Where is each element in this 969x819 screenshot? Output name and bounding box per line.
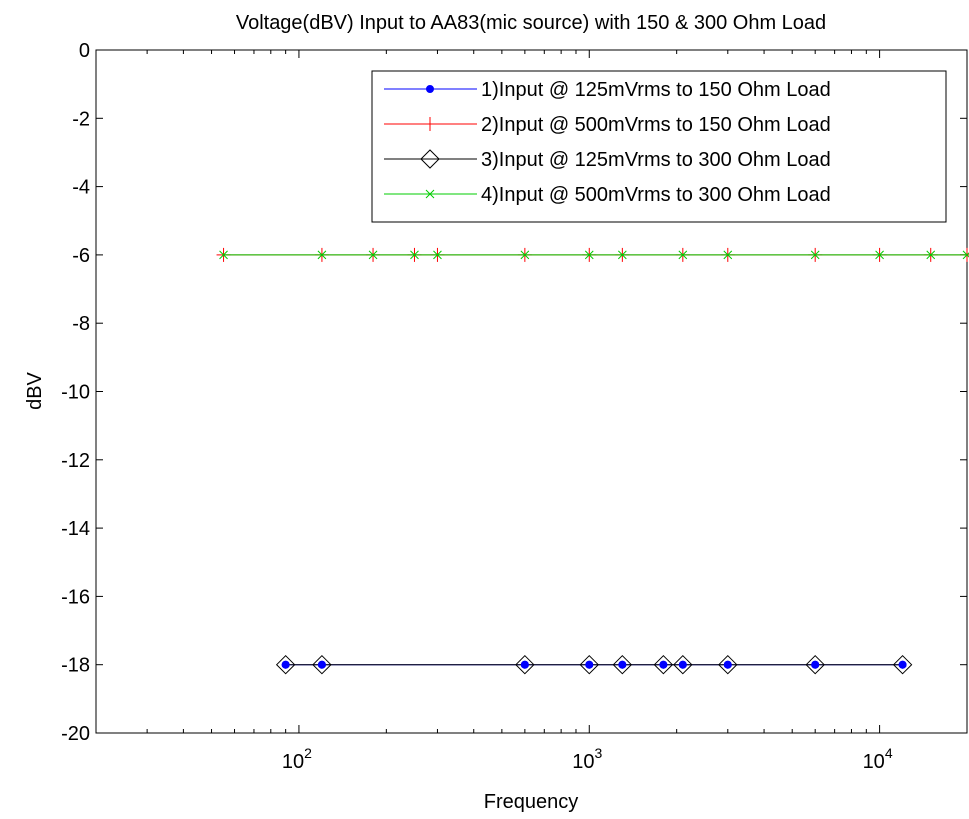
y-tick-label: -10 — [61, 382, 90, 404]
marker-stroke — [219, 250, 228, 260]
marker-stroke — [317, 250, 327, 260]
legend: 1)Input @ 125mVrms to 150 Ohm Load 2)Inpu… — [371, 70, 947, 223]
point-marker — [926, 250, 936, 260]
point-marker — [898, 660, 907, 669]
y-tick-label: -12 — [61, 450, 90, 472]
point-marker — [515, 654, 535, 675]
y-tick-label: -2 — [72, 108, 90, 130]
point-marker — [219, 250, 228, 260]
marker-stroke — [810, 250, 820, 260]
x-tick-base: 10 — [863, 751, 885, 773]
point-marker — [423, 117, 437, 131]
point-marker — [723, 250, 733, 260]
point-marker — [892, 654, 913, 675]
y-tick-label: -4 — [72, 177, 90, 199]
y-axis-ticks: 0 -2 -4 -6 -8 -10 -12 -14 -16 -18 -20 — [61, 40, 967, 745]
point-marker — [723, 660, 732, 669]
marker-stroke — [410, 250, 419, 260]
x-tick-exponent: 3 — [594, 745, 602, 761]
point-marker — [420, 149, 440, 169]
point-marker — [275, 654, 296, 675]
marker-stroke — [723, 250, 733, 260]
y-tick-label: -8 — [72, 313, 90, 335]
point-marker — [653, 654, 674, 675]
point-marker — [811, 660, 820, 669]
series-layer — [216, 247, 969, 675]
point-marker — [810, 250, 820, 260]
y-tick-label: -20 — [61, 723, 90, 745]
point-marker — [433, 250, 442, 260]
x-tick-label: 102 — [282, 745, 312, 773]
marker-stroke — [520, 250, 530, 260]
point-marker — [805, 654, 825, 675]
y-tick-label: -14 — [61, 518, 90, 540]
point-marker — [617, 250, 627, 260]
marker-stroke — [584, 250, 594, 260]
series-3 — [275, 654, 913, 675]
x-axis-title: Frequency — [484, 791, 579, 813]
legend-label: 2)Input @ 500mVrms to 150 Ohm Load — [481, 114, 831, 136]
point-marker — [718, 654, 738, 675]
x-tick-label: 103 — [572, 745, 602, 773]
point-marker — [584, 250, 594, 260]
point-marker — [317, 660, 326, 669]
point-marker — [520, 250, 530, 260]
legend-entry: 3)Input @ 125mVrms to 300 Ohm Load — [384, 149, 831, 171]
marker-stroke — [368, 250, 378, 260]
point-marker — [425, 189, 435, 199]
point-marker — [678, 250, 688, 260]
point-marker — [612, 654, 633, 675]
point-marker — [520, 660, 529, 669]
point-marker — [312, 654, 332, 675]
point-marker — [317, 250, 327, 260]
point-marker — [579, 654, 599, 675]
y-tick-label: 0 — [79, 40, 90, 62]
x-tick-base: 10 — [282, 751, 304, 773]
point-marker — [659, 660, 668, 669]
marker-stroke — [678, 250, 688, 260]
point-marker — [618, 660, 627, 669]
point-marker — [678, 660, 687, 669]
x-axis-ticks: 102 103 104 — [95, 50, 968, 773]
y-axis-title: dBV — [24, 371, 46, 409]
point-marker — [426, 85, 434, 93]
marker-stroke — [617, 250, 627, 260]
chart-title: Voltage(dBV) Input to AA83(mic source) w… — [236, 12, 826, 34]
point-marker — [585, 660, 594, 669]
point-marker — [875, 250, 884, 260]
marker-stroke — [425, 189, 435, 199]
legend-entry: 1)Input @ 125mVrms to 150 Ohm Load — [384, 79, 831, 101]
point-marker — [368, 250, 378, 260]
legend-entry: 4)Input @ 500mVrms to 300 Ohm Load — [384, 184, 831, 206]
y-tick-label: -6 — [72, 245, 90, 267]
point-marker — [410, 250, 419, 260]
legend-box — [371, 70, 947, 223]
y-tick-label: -18 — [61, 655, 90, 677]
marker-stroke — [962, 252, 969, 260]
point-marker — [281, 660, 290, 669]
marker-stroke — [875, 250, 884, 260]
y-tick-label: -16 — [61, 586, 90, 608]
legend-label: 4)Input @ 500mVrms to 300 Ohm Load — [481, 184, 831, 206]
series-4 — [219, 250, 969, 260]
series-1-markers-overlay — [281, 660, 907, 669]
legend-label: 1)Input @ 125mVrms to 150 Ohm Load — [481, 79, 831, 101]
point-marker — [962, 250, 969, 260]
x-tick-base: 10 — [572, 751, 594, 773]
x-tick-exponent: 2 — [304, 745, 312, 761]
x-tick-exponent: 4 — [885, 745, 893, 761]
legend-entry: 2)Input @ 500mVrms to 150 Ohm Load — [384, 114, 831, 136]
marker-stroke — [433, 250, 442, 260]
marker-stroke — [926, 250, 936, 260]
x-tick-label: 104 — [863, 745, 893, 773]
legend-label: 3)Input @ 125mVrms to 300 Ohm Load — [481, 149, 831, 171]
point-marker — [673, 654, 693, 675]
